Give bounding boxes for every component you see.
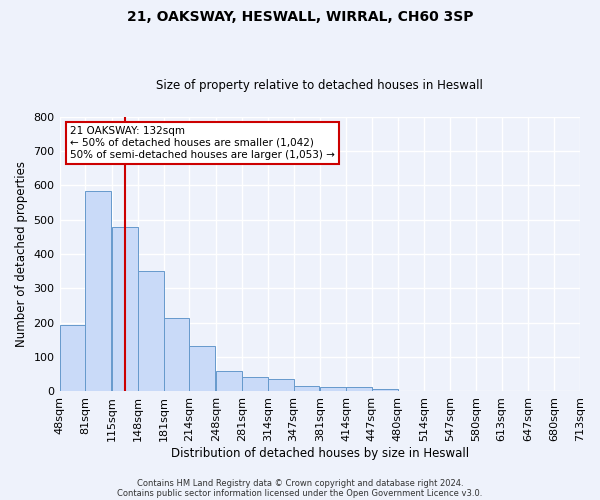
Text: Contains HM Land Registry data © Crown copyright and database right 2024.: Contains HM Land Registry data © Crown c…: [137, 478, 463, 488]
Bar: [372, 388, 398, 392]
Bar: [190, 346, 215, 392]
X-axis label: Distribution of detached houses by size in Heswall: Distribution of detached houses by size …: [171, 447, 469, 460]
Bar: [164, 318, 190, 392]
Bar: [138, 270, 164, 392]
Bar: [216, 371, 242, 392]
Bar: [85, 190, 111, 392]
Text: 21, OAKSWAY, HESWALL, WIRRAL, CH60 3SP: 21, OAKSWAY, HESWALL, WIRRAL, CH60 3SP: [127, 10, 473, 24]
Bar: [112, 226, 138, 392]
Title: Size of property relative to detached houses in Heswall: Size of property relative to detached ho…: [157, 79, 483, 92]
Y-axis label: Number of detached properties: Number of detached properties: [15, 161, 28, 347]
Bar: [346, 388, 372, 392]
Text: 21 OAKSWAY: 132sqm
← 50% of detached houses are smaller (1,042)
50% of semi-deta: 21 OAKSWAY: 132sqm ← 50% of detached hou…: [70, 126, 335, 160]
Bar: [242, 376, 268, 392]
Bar: [320, 388, 346, 392]
Text: Contains public sector information licensed under the Open Government Licence v3: Contains public sector information licen…: [118, 488, 482, 498]
Bar: [59, 325, 85, 392]
Bar: [268, 379, 293, 392]
Bar: [293, 386, 319, 392]
